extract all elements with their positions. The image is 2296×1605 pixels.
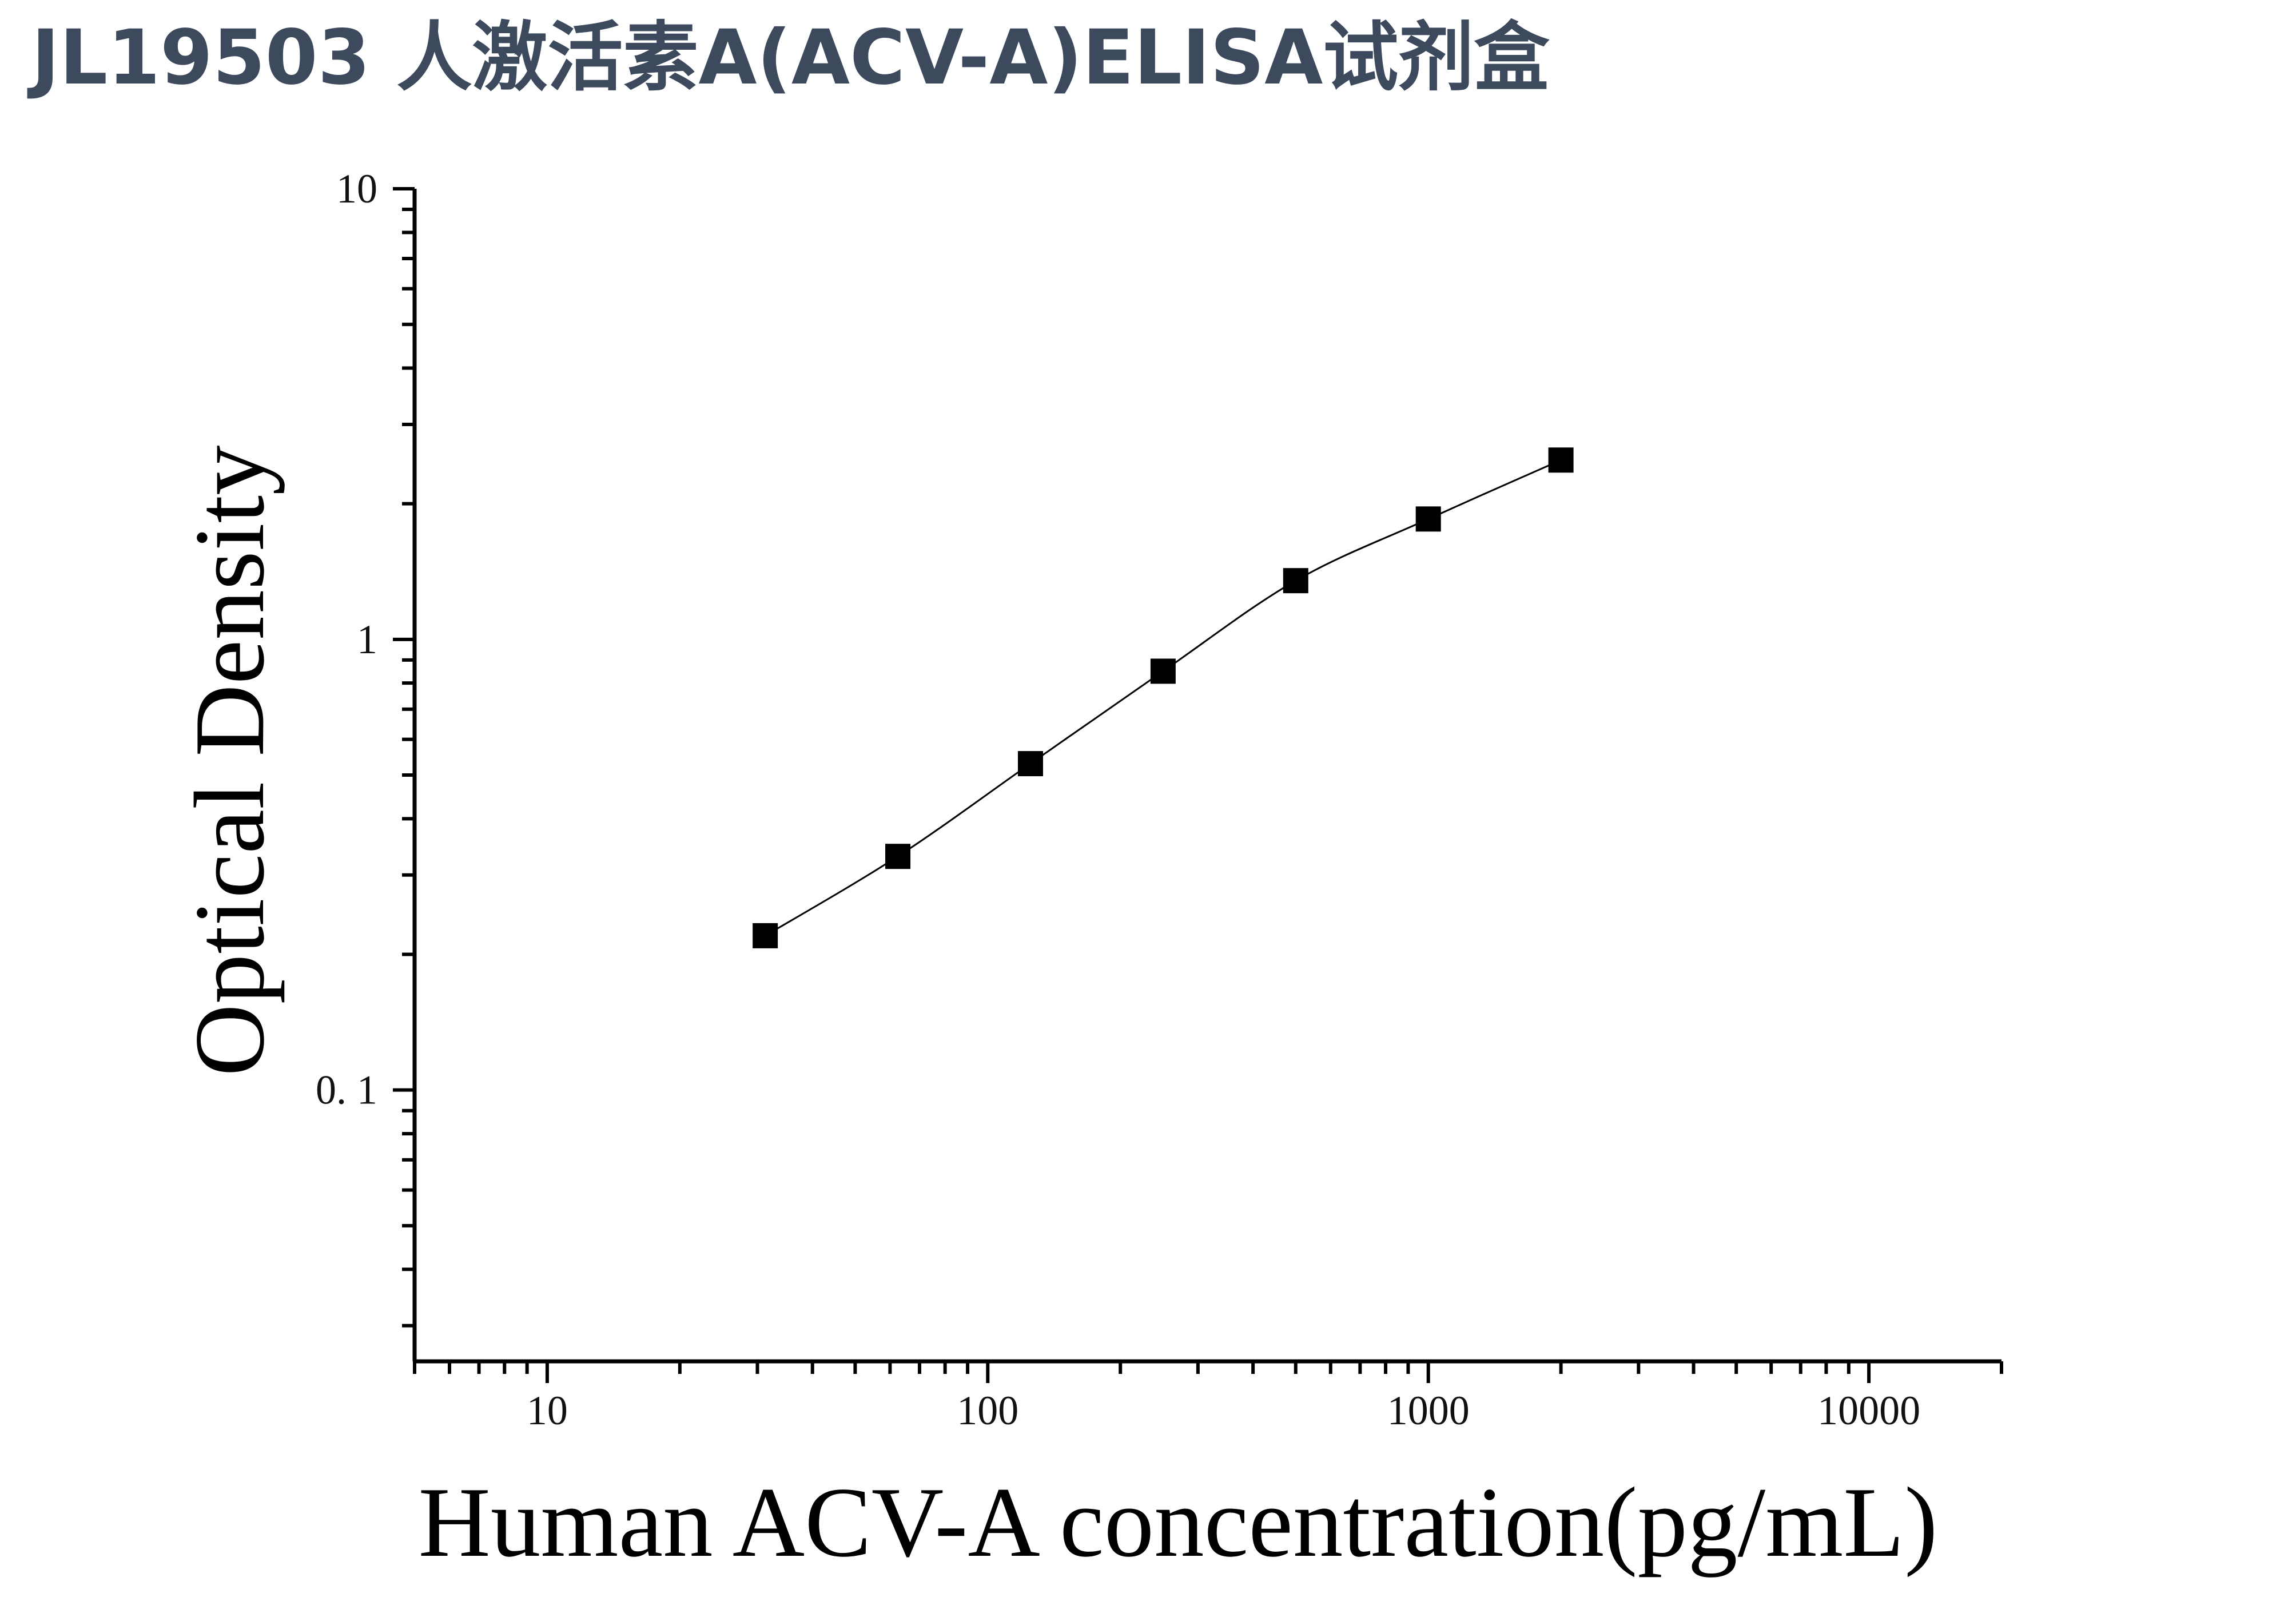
data-point: [753, 923, 778, 948]
page-title: JL19503 人激活素A(ACV-A)ELISA试剂盒: [31, 14, 1550, 102]
y-tick-label: 10: [336, 166, 377, 212]
data-point: [1415, 506, 1441, 532]
x-tick-label: 10: [527, 1388, 568, 1433]
fit-curve: [765, 459, 1562, 937]
x-tick-label: 1000: [1387, 1388, 1470, 1433]
data-point: [1017, 751, 1043, 777]
x-tick-label: 10000: [1817, 1388, 1920, 1433]
y-tick-label: 0. 1: [316, 1067, 377, 1113]
y-tick-label: 1: [357, 617, 377, 662]
data-point: [1283, 568, 1308, 594]
data-point: [1548, 447, 1574, 473]
x-tick-label: 100: [957, 1388, 1018, 1433]
data-point: [885, 844, 911, 869]
data-point: [1150, 658, 1176, 684]
x-axis-title: Human ACV-A concentration(pg/mL): [419, 1467, 1938, 1578]
y-axis-title: Optical Density: [174, 445, 285, 1076]
